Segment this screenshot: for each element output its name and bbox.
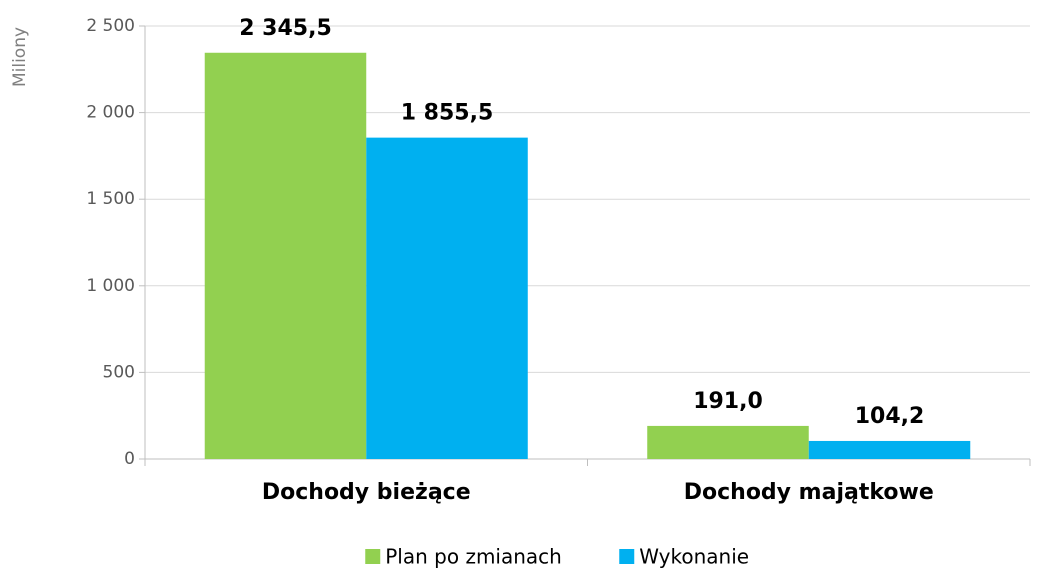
y-tick-label: 500 [103,362,135,382]
y-tick-label: 1 500 [86,189,135,209]
legend-swatch [365,549,381,564]
y-axis-label: Miliony [10,27,30,87]
x-tick-label: Dochody bieżące [262,480,471,505]
bar [647,425,809,459]
y-tick-label: 2 000 [86,103,135,123]
y-tick-label: 2 500 [86,16,135,36]
bar [204,52,367,459]
bar [808,440,971,459]
y-tick-label: 1 000 [86,276,135,296]
legend-swatch [619,549,635,564]
bar [366,137,528,460]
y-tick-label: 0 [124,449,135,469]
legend-label: Wykonanie [639,545,749,569]
x-tick-label: Dochody majątkowe [684,480,934,505]
data-label: 1 855,5 [401,101,494,126]
data-label: 191,0 [693,389,763,414]
legend-label: Plan po zmianach [385,545,562,569]
data-label: 104,2 [855,404,925,429]
data-label: 2 345,5 [239,16,332,41]
